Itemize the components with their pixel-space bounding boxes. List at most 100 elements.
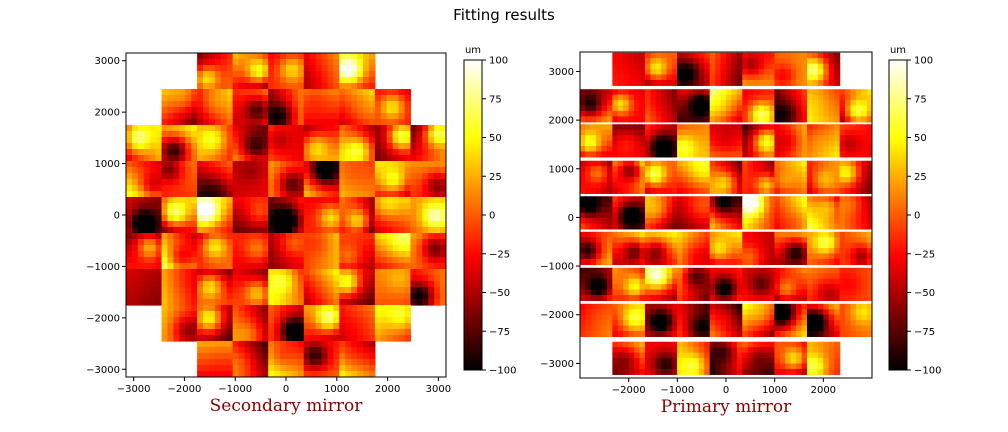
mirror-segment [233, 233, 269, 270]
colorbar: 1007550250−25−50−75−100um [889, 45, 941, 377]
mirror-segment [410, 125, 446, 162]
colorbar-tick-label: −75 [489, 327, 510, 338]
mirror-segment [197, 53, 233, 90]
mirror-segment [268, 161, 304, 198]
mirror-segment [774, 161, 807, 194]
mirror-segment [807, 196, 840, 229]
mirror-segment [580, 161, 613, 194]
mirror-segment [268, 125, 304, 162]
subplot-primary: −2000 −1000 0 1000 2000−3000−2000−1000010002… [540, 45, 941, 417]
mirror-segment [742, 124, 775, 157]
mirror-segment [807, 268, 840, 301]
mirror-segment [645, 268, 678, 301]
y-tick-label: 0 [568, 213, 574, 224]
colorbar-tick-label: −75 [914, 327, 935, 338]
mirror-segment [580, 268, 613, 301]
mirror-segment [162, 269, 198, 306]
x-tick-label: −1000 [660, 385, 694, 396]
mirror-segment [612, 53, 645, 86]
mirror-segment [339, 89, 375, 126]
mirror-segment [268, 233, 304, 270]
mirror-segment [410, 233, 446, 270]
x-tick-label: 3000 [426, 384, 451, 395]
mirror-segment [375, 305, 411, 342]
colorbar-tick-label: 75 [489, 94, 502, 105]
mirror-segment [807, 304, 840, 337]
mirror-segment [677, 161, 710, 194]
colorbar-tick-label: 75 [914, 94, 927, 105]
mirror-segment [233, 89, 269, 126]
mirror-segment [710, 268, 743, 301]
mirror-segment [304, 341, 340, 378]
mirror-segment [268, 197, 304, 234]
y-tick-label: 2000 [549, 116, 574, 127]
mirror-segment [612, 89, 645, 122]
mirror-segment [774, 124, 807, 157]
colorbar-tick-label: −100 [914, 366, 941, 377]
mirror-segment [710, 89, 743, 122]
mirror-segment [304, 197, 340, 234]
mirror-segment [742, 161, 775, 194]
colorbar-label: um [890, 45, 906, 56]
mirror-segment [339, 161, 375, 198]
mirror-segment [677, 304, 710, 337]
x-tick-label: −2000 [612, 385, 646, 396]
mirror-segment [807, 342, 840, 375]
mirror-segment [233, 53, 269, 90]
mirror-segment [807, 53, 840, 86]
mirror-segment [612, 161, 645, 194]
mirror-segment [840, 196, 873, 229]
mirror-segment [580, 304, 613, 337]
mirror-segment [126, 125, 162, 162]
mirror-segment [339, 341, 375, 378]
mirror-segment [304, 53, 340, 90]
mirror-segment [162, 125, 198, 162]
mirror-segment [197, 197, 233, 234]
mirror-segment [197, 161, 233, 198]
colorbar-tick-label: 25 [914, 172, 927, 183]
mirror-segment [612, 268, 645, 301]
mirror-segment [612, 196, 645, 229]
mirror-segment [304, 269, 340, 306]
subplot-secondary: −3000 −2000 −1000 0 1000 2000 3000−3000−2000−1… [86, 45, 516, 416]
colorbar-tick-label: 0 [489, 211, 495, 222]
mirror-segment [339, 305, 375, 342]
mirror-segment [677, 196, 710, 229]
mirror-segment [612, 124, 645, 157]
colorbar-tick-label: −50 [914, 288, 935, 299]
colorbar-tick-label: −50 [489, 288, 510, 299]
colorbar-tick-label: −25 [914, 249, 935, 260]
mirror-segment [774, 53, 807, 86]
mirror-segment [162, 197, 198, 234]
mirror-segment [375, 197, 411, 234]
y-tick-label: 1000 [549, 164, 574, 175]
mirror-segment [742, 342, 775, 375]
mirror-segment [162, 233, 198, 270]
mirror-segment [645, 89, 678, 122]
x-tick-label: 0 [723, 385, 729, 396]
mirror-segment [742, 53, 775, 86]
colorbar: 1007550250−25−50−75−100um [464, 45, 516, 377]
colorbar-tick-label: 50 [489, 133, 502, 144]
segments [580, 53, 873, 375]
mirror-segment [742, 89, 775, 122]
mirror-segment [580, 89, 613, 122]
mirror-segment [126, 233, 162, 270]
mirror-segment [162, 305, 198, 342]
mirror-segment [840, 89, 873, 122]
subplot-title: Secondary mirror [210, 396, 364, 416]
mirror-segment [304, 161, 340, 198]
x-tick-label: 2000 [375, 384, 400, 395]
colorbar-tick-label: 100 [489, 56, 508, 67]
y-tick-label: −2000 [86, 313, 120, 324]
colorbar-tick-label: 0 [914, 211, 920, 222]
segments [126, 53, 447, 378]
mirror-segment [710, 342, 743, 375]
mirror-segment [410, 269, 446, 306]
mirror-segment [410, 161, 446, 198]
mirror-segment [233, 125, 269, 162]
mirror-segment [126, 197, 162, 234]
mirror-segment [645, 232, 678, 265]
mirror-segment [807, 161, 840, 194]
